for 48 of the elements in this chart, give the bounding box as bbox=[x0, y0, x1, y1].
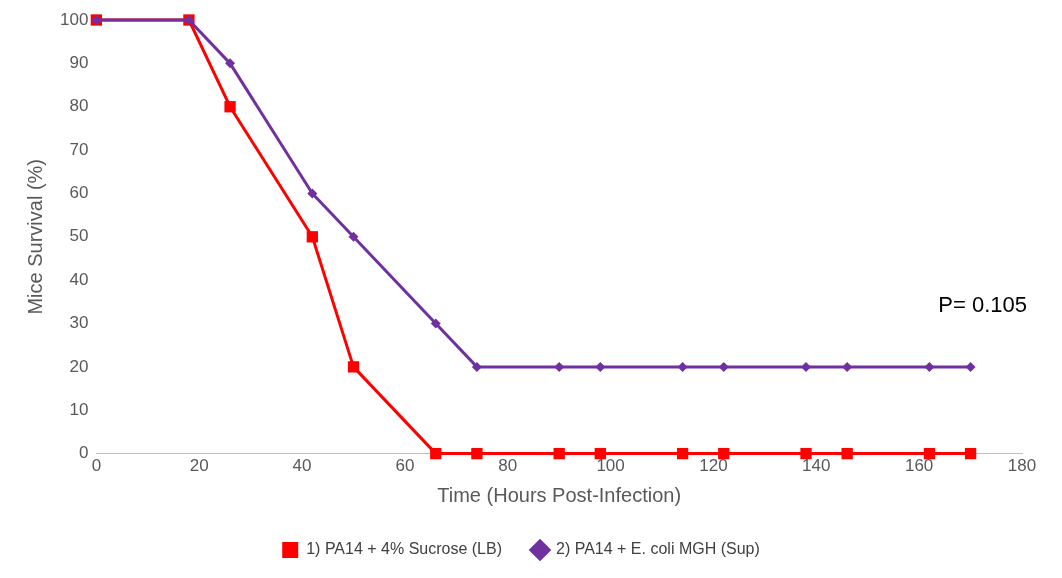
y-tick-label: 50 bbox=[69, 226, 89, 246]
point bbox=[306, 231, 318, 243]
y-tick-label: 60 bbox=[69, 183, 89, 203]
x-tick-label: 0 bbox=[91, 456, 102, 476]
y-tick-label: 0 bbox=[78, 443, 89, 463]
point bbox=[430, 447, 442, 460]
point bbox=[924, 361, 935, 372]
y-tick-label: 40 bbox=[69, 269, 89, 289]
y-tick-label: 90 bbox=[69, 53, 89, 73]
point bbox=[347, 361, 360, 373]
point bbox=[471, 361, 482, 372]
x-tick-label: 180 bbox=[1007, 456, 1037, 476]
y-axis-title: Mice Survival (%) bbox=[23, 159, 46, 315]
point bbox=[965, 361, 976, 372]
point bbox=[676, 447, 689, 460]
x-tick-label: 80 bbox=[498, 456, 518, 476]
point bbox=[471, 447, 483, 460]
y-tick-label: 70 bbox=[69, 139, 89, 159]
point bbox=[677, 361, 688, 372]
point bbox=[307, 188, 318, 199]
point bbox=[964, 447, 977, 460]
point bbox=[923, 447, 936, 460]
y-tick-label: 20 bbox=[69, 356, 89, 376]
legend-label: 2) PA14 + E. coli MGH (Sup) bbox=[556, 540, 760, 558]
x-tick-label: 20 bbox=[189, 456, 209, 476]
point bbox=[595, 361, 606, 372]
x-tick-label: 100 bbox=[596, 456, 625, 476]
point bbox=[430, 318, 441, 329]
point bbox=[553, 447, 565, 460]
y-tick-label: 30 bbox=[69, 313, 89, 333]
point bbox=[594, 447, 606, 460]
y-tick-label: 80 bbox=[69, 96, 89, 116]
annotation: P= 0.105 bbox=[938, 292, 1027, 318]
legend-label: 1) PA14 + 4% Sucrose (LB) bbox=[306, 540, 503, 558]
point bbox=[841, 447, 853, 460]
point bbox=[348, 231, 359, 242]
x-tick-label: 120 bbox=[699, 456, 728, 476]
x-tick-label: 160 bbox=[904, 456, 934, 476]
y-tick-label: 100 bbox=[59, 9, 89, 29]
y-tick-label: 10 bbox=[69, 399, 89, 419]
x-tick-label: 40 bbox=[292, 456, 312, 476]
point bbox=[800, 447, 812, 460]
point bbox=[718, 447, 730, 460]
point bbox=[224, 101, 236, 113]
x-tick-label: 60 bbox=[395, 456, 415, 476]
point bbox=[225, 58, 236, 69]
x-axis-title: Time (Hours Post-Infection) bbox=[437, 483, 682, 506]
x-tick-label: 140 bbox=[802, 456, 831, 476]
